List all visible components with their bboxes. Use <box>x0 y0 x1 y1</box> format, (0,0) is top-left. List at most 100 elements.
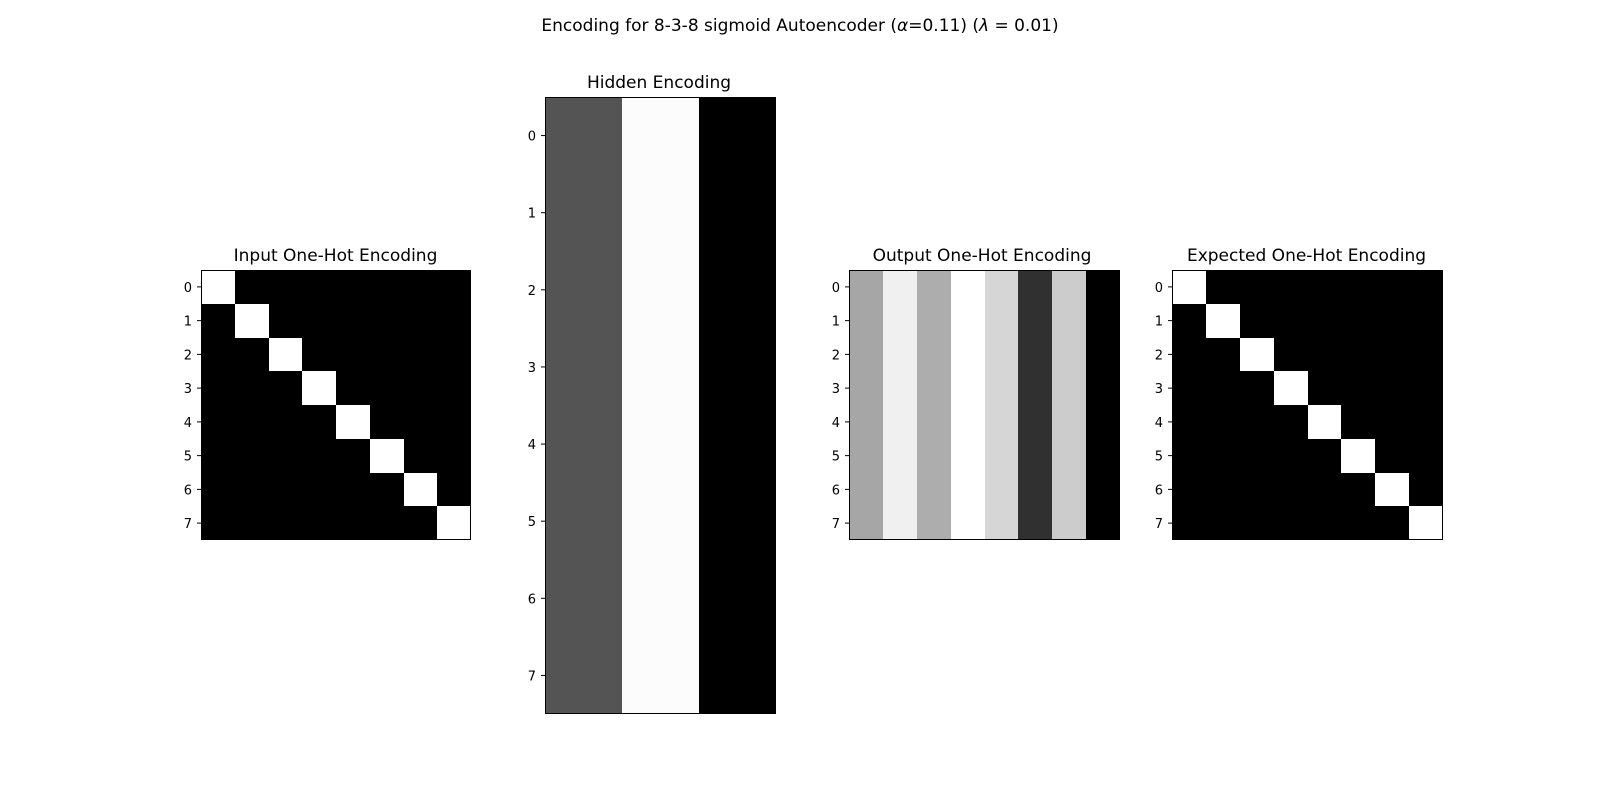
heatmap-cell <box>201 338 235 371</box>
heatmap-cell <box>1018 473 1052 506</box>
heatmap-cell <box>1308 506 1341 540</box>
heatmap-cell <box>1052 473 1086 506</box>
heatmap-cell <box>201 506 235 540</box>
heatmap-cell <box>985 270 1018 304</box>
heatmap-cell <box>1375 371 1409 405</box>
y-tick-label: 5 <box>184 450 192 465</box>
heatmap-cell <box>1206 405 1240 439</box>
heatmap-cell <box>985 506 1018 540</box>
heatmap-cell <box>1052 506 1086 540</box>
heatmap-cell <box>883 506 917 540</box>
heatmap-cell <box>336 439 370 473</box>
heatmap-cell <box>1086 270 1120 304</box>
heatmap-cell <box>951 405 985 439</box>
heatmap-cell <box>370 371 404 405</box>
heatmap-cell <box>545 328 622 406</box>
panel-title-output: Output One-Hot Encoding <box>873 246 1092 266</box>
heatmap-cell <box>1206 473 1240 506</box>
figure-title-lambda-value: = 0.01) <box>989 16 1059 36</box>
heatmap-cell <box>883 270 917 304</box>
heatmap-cell <box>545 97 622 174</box>
heatmap-cell <box>699 406 776 483</box>
heatmap-cell <box>1308 304 1341 338</box>
heatmap-cell <box>1018 304 1052 338</box>
heatmap-cell <box>201 439 235 473</box>
heatmap-cell <box>437 338 471 371</box>
heatmap-cell <box>1308 473 1341 506</box>
y-tick-label: 6 <box>832 483 840 498</box>
heatmap-cell <box>235 371 269 405</box>
y-tick-label: 4 <box>184 416 192 431</box>
figure-title-lambda-symbol: λ <box>978 16 989 36</box>
heatmap-cell <box>917 506 951 540</box>
heatmap-cell <box>1052 338 1086 371</box>
panel-input-encoding: Input One-Hot Encoding 0 1 2 3 4 5 6 7 <box>184 246 471 540</box>
heatmap-cell <box>849 270 883 304</box>
heatmap-cell <box>1052 405 1086 439</box>
y-tick-label: 6 <box>528 592 536 607</box>
heatmap-cell <box>545 251 622 328</box>
heatmap-cell <box>1375 304 1409 338</box>
heatmap-cell <box>370 506 404 540</box>
heatmap-cell <box>1240 338 1274 371</box>
heatmap-cell <box>1341 473 1375 506</box>
heatmap-cell <box>437 304 471 338</box>
heatmap-cell <box>1086 405 1120 439</box>
heatmap-cell <box>917 270 951 304</box>
heatmap-cell <box>1018 270 1052 304</box>
heatmap-cell <box>1341 270 1375 304</box>
heatmap-cell <box>1274 439 1308 473</box>
y-tick-label: 0 <box>184 281 192 296</box>
heatmap-cell <box>1052 439 1086 473</box>
heatmap-cell <box>437 270 471 304</box>
heatmap-cell <box>849 439 883 473</box>
heatmap-cell <box>1308 371 1341 405</box>
y-tick-label: 0 <box>528 130 536 145</box>
heatmap-cell <box>1206 304 1240 338</box>
heatmap-cell <box>1409 473 1443 506</box>
heatmap-cell <box>849 473 883 506</box>
y-tick-label: 0 <box>1155 281 1163 296</box>
heatmap-cell <box>404 270 437 304</box>
heatmap-cell <box>951 371 985 405</box>
heatmap-cell <box>545 174 622 251</box>
heatmap-cell <box>1409 338 1443 371</box>
heatmap-cell <box>269 473 302 506</box>
heatmap-cell <box>437 439 471 473</box>
heatmap-cell <box>1341 371 1375 405</box>
heatmap-cell <box>1240 304 1274 338</box>
heatmap-cell <box>1274 270 1308 304</box>
heatmap-cell <box>302 405 336 439</box>
y-tick-label: 6 <box>1155 483 1163 498</box>
heatmap-cell <box>1172 338 1206 371</box>
heatmap-cell <box>1375 405 1409 439</box>
heatmap-cell <box>302 304 336 338</box>
y-tick-label: 7 <box>1155 517 1163 532</box>
heatmap-cell <box>370 270 404 304</box>
y-tick-label: 1 <box>832 315 840 330</box>
heatmap-cell <box>336 405 370 439</box>
heatmap-cell <box>1240 405 1274 439</box>
y-tick-label: 7 <box>832 517 840 532</box>
heatmap-cell <box>699 251 776 328</box>
heatmap-cell <box>917 338 951 371</box>
heatmap-cell <box>1206 371 1240 405</box>
heatmap-cell <box>985 371 1018 405</box>
heatmap-cell <box>1240 473 1274 506</box>
heatmap-cell <box>1375 338 1409 371</box>
heatmap-cell <box>235 405 269 439</box>
heatmap-cell <box>545 637 622 714</box>
heatmap-cell <box>269 506 302 540</box>
axes-frame-output <box>849 270 1120 540</box>
heatmap-cell <box>883 338 917 371</box>
heatmap-cell <box>917 371 951 405</box>
y-tick-label: 2 <box>832 348 840 363</box>
heatmap-cell <box>951 473 985 506</box>
heatmap-cell <box>1086 473 1120 506</box>
heatmap-cell <box>951 304 985 338</box>
heatmap-cell <box>1240 439 1274 473</box>
heatmap-cell <box>699 637 776 714</box>
heatmap-cell <box>622 97 699 174</box>
y-tick-label: 5 <box>1155 450 1163 465</box>
heatmap-cell <box>622 483 699 560</box>
